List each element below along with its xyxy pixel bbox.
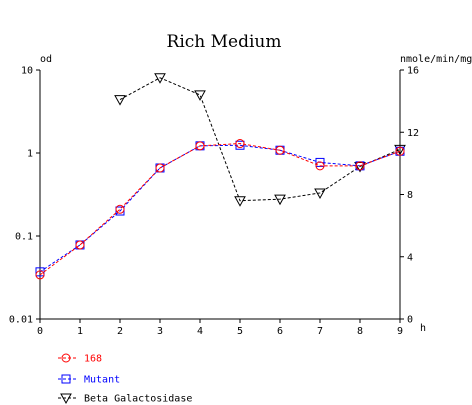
- data-point-mutant: [315, 157, 325, 167]
- data-point-168: [395, 146, 405, 156]
- x-tick-label: 6: [277, 326, 283, 337]
- data-point-168: [115, 204, 125, 214]
- x-tick-label: 2: [117, 326, 123, 337]
- chart-title: Rich Medium: [167, 32, 282, 52]
- data-point-168: [195, 141, 205, 151]
- legend-marker-168: [61, 353, 71, 363]
- legend: 168 Mutant Beta Galactosidase: [58, 353, 192, 405]
- left-tick-label: 0.01: [9, 315, 33, 326]
- right-tick-label: 0: [407, 315, 413, 326]
- data-point-beta-galactosidase: [194, 90, 206, 101]
- series-line-mutant: [39, 144, 401, 273]
- x-tick-label: 4: [197, 326, 203, 337]
- left-axis-unit: od: [40, 54, 52, 65]
- data-point-beta-galactosidase: [234, 196, 246, 207]
- data-point-168: [315, 161, 325, 171]
- x-tick-label: 7: [317, 326, 323, 337]
- legend-label-mutant: Mutant: [84, 375, 120, 386]
- legend-marker-mutant: [61, 374, 71, 384]
- legend-label-beta-galactosidase: Beta Galactosidase: [84, 394, 192, 405]
- right-tick-label: 16: [407, 66, 419, 77]
- x-tick-label: 9: [397, 326, 403, 337]
- left-tick-label: 10: [21, 66, 33, 77]
- data-marks: [35, 73, 406, 280]
- data-point-beta-galactosidase: [114, 95, 126, 106]
- data-point-168: [35, 270, 45, 280]
- x-tick-label: 1: [77, 326, 83, 337]
- x-tick-label: 5: [237, 326, 243, 337]
- left-tick-label: 1: [27, 149, 33, 160]
- data-point-168: [235, 139, 245, 149]
- series-line-168: [39, 143, 401, 276]
- right-tick-label: 4: [407, 252, 413, 263]
- data-point-beta-galactosidase: [394, 144, 406, 156]
- right-tick-label: 8: [407, 190, 413, 201]
- series-line-beta-galactosidase: [119, 77, 401, 202]
- data-point-beta-galactosidase: [274, 194, 286, 206]
- x-axis-unit: h: [420, 323, 426, 334]
- left-tick-label: 0.1: [15, 232, 33, 243]
- data-point-168: [355, 161, 365, 171]
- right-axis-unit: nmole/min/mg: [400, 54, 472, 65]
- data-point-beta-galactosidase: [154, 73, 166, 84]
- data-point-168: [275, 145, 285, 155]
- legend-marker-beta-galactosidase: [60, 393, 72, 405]
- data-point-168: [75, 240, 85, 250]
- legend-label-168: 168: [84, 354, 102, 365]
- x-tick-label: 3: [157, 326, 163, 337]
- right-tick-label: 12: [407, 128, 419, 139]
- data-point-beta-galactosidase: [314, 188, 326, 199]
- data-point-beta-galactosidase: [354, 161, 366, 173]
- data-point-168: [155, 163, 165, 173]
- x-tick-label: 0: [37, 326, 43, 337]
- x-tick-label: 8: [357, 326, 363, 337]
